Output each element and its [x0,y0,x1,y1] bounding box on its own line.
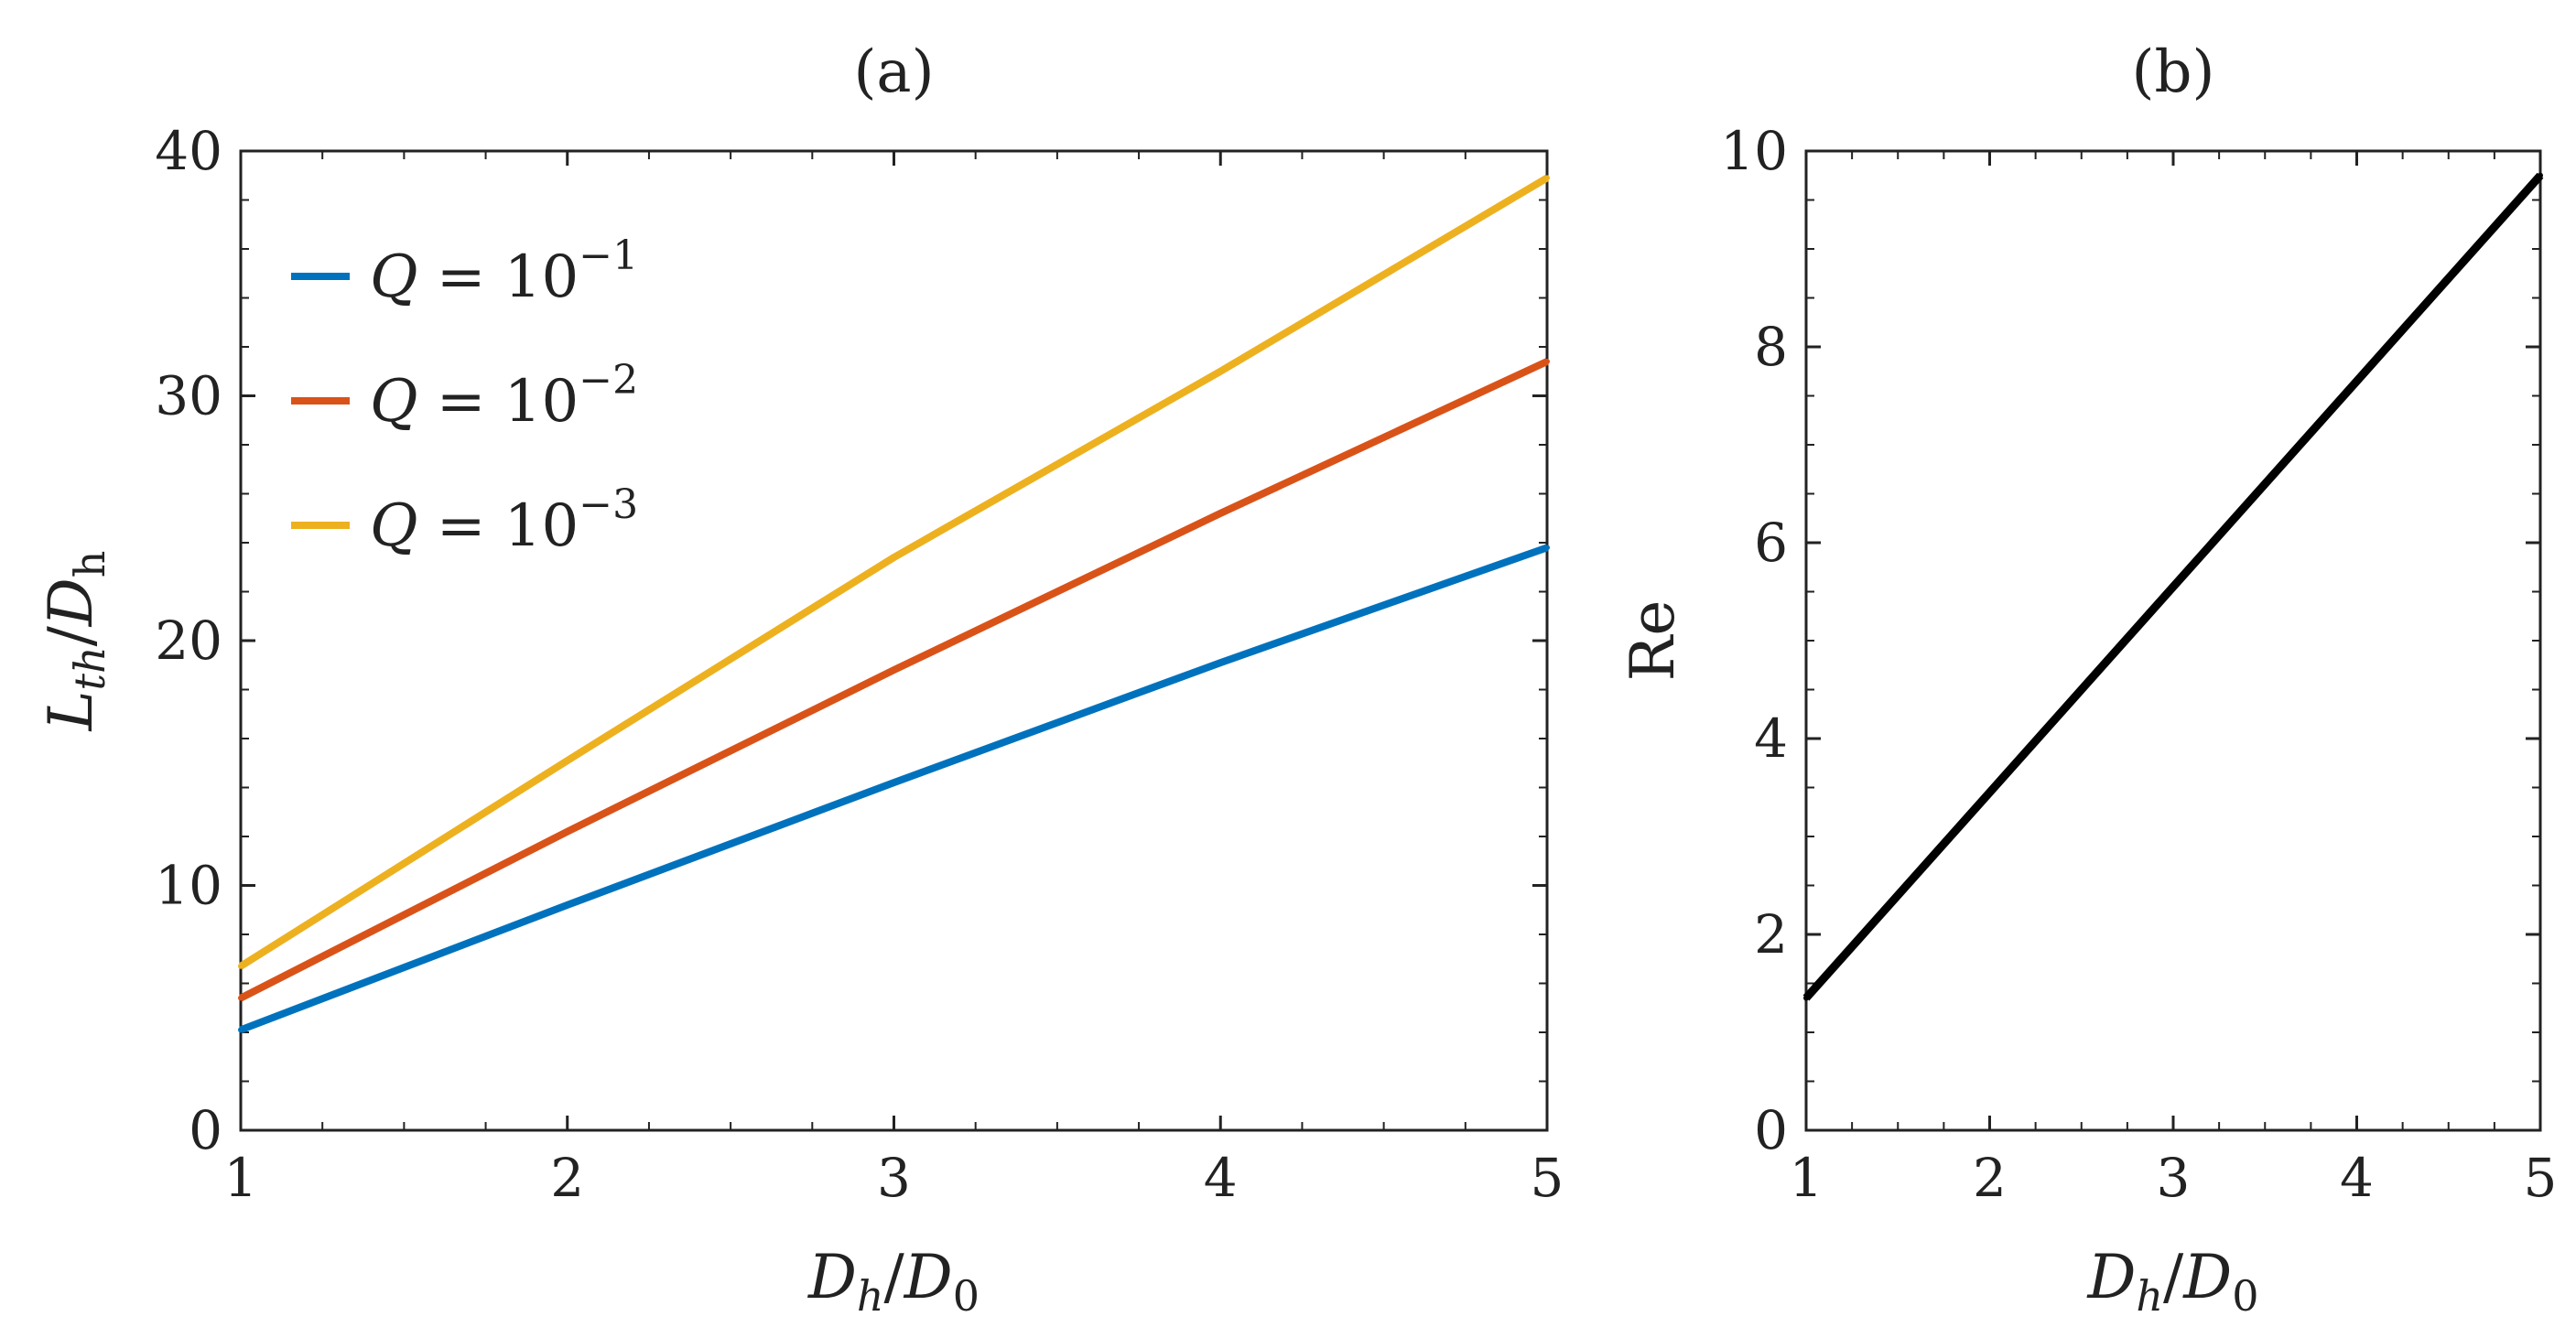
x-axis-label: Dh/D0 [2086,1242,2258,1321]
x-tick-label: 5 [2524,1147,2558,1209]
x-tick-label: 3 [877,1147,911,1209]
data-point [238,995,244,1001]
x-axis-label: Dh/D0 [807,1242,980,1321]
y-tick-label: 6 [1754,512,1788,574]
data-point [1544,175,1550,181]
x-tick-label: 4 [2340,1147,2374,1209]
y-tick-label: 30 [155,365,222,427]
x-tick-label: 3 [2157,1147,2191,1209]
data-point [564,828,570,835]
series-line-1 [239,544,1549,1034]
x-tick-label: 1 [1790,1147,1824,1209]
panel-title: (a) [853,38,934,106]
data-point [1544,545,1550,551]
ticks [1804,149,2542,1132]
data-point [238,963,244,969]
series [1802,172,2544,1001]
y-axis-label: Re [1618,600,1688,682]
data-point [1218,660,1224,666]
data-point [564,758,570,764]
y-tick-label: 20 [155,610,222,672]
panel-b: 1 2 3 4 5 0 2 4 6 8 10 (b) Dh/D0 Re [1618,38,2557,1321]
x-tick-label: 1 [224,1147,258,1209]
x-tick-label: 5 [1531,1147,1564,1209]
data-point [2170,584,2176,590]
legend-label: Q = 10−2 [370,357,638,436]
data-point [2354,378,2360,384]
data-point [238,1027,244,1033]
legend-label: Q = 10−3 [370,481,638,560]
data-point [891,780,897,786]
y-tick-label: 2 [1754,903,1788,966]
y-tick-label: 0 [189,1099,222,1161]
x-tick-label: 2 [1973,1147,2007,1209]
panel-title: (b) [2132,38,2215,106]
data-point [1986,789,1993,795]
y-axis-label: Lth/Dh [36,551,114,732]
legend-label: Q = 10−1 [370,232,638,311]
y-tick-label: 0 [1754,1099,1788,1161]
x-tick-label: 2 [550,1147,584,1209]
data-point [1218,510,1224,516]
data-point [891,667,897,674]
data-point [891,555,897,561]
series-line-2 [239,358,1549,1002]
y-tick-label: 8 [1754,316,1788,378]
data-point [564,901,570,908]
series [238,174,1550,1034]
y-tick-label: 10 [155,855,222,917]
y-tick-label: 10 [1720,120,1788,182]
x-tick-label: 4 [1204,1147,1238,1209]
data-point [1803,995,1809,1001]
y-tick-label: 40 [155,120,222,182]
data-point [2538,172,2543,178]
data-point [1218,368,1224,374]
ticks [239,149,1549,1132]
legend: Q = 10−1 Q = 10−2 Q = 10−3 [291,232,638,560]
data-point [1544,359,1550,365]
y-tick-label: 4 [1754,707,1788,770]
